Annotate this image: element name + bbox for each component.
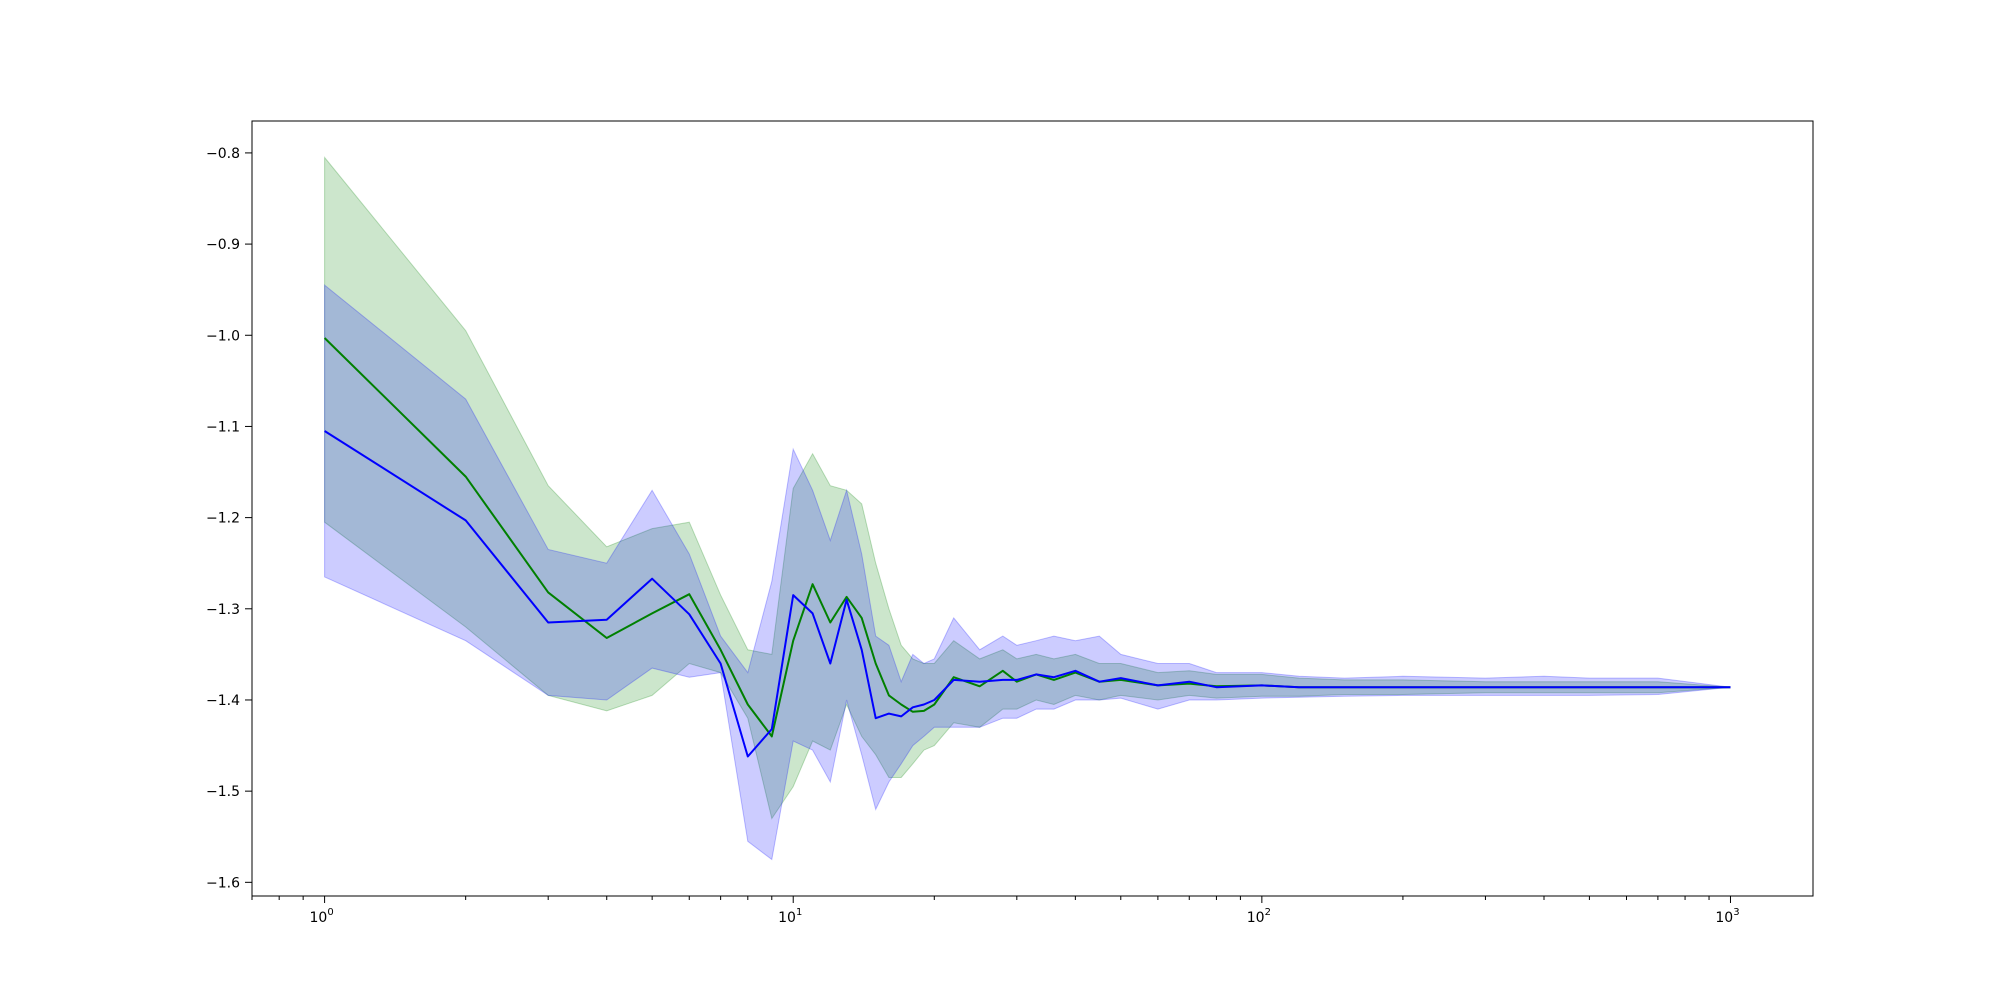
y-axis: −0.8 −0.9 −1.0 −1.1 −1.2 −1.3 −1.4 −1.5 −1.6: [206, 146, 252, 891]
y-tick-label: −1.5: [206, 784, 240, 800]
y-tick-label: −1.6: [206, 875, 240, 891]
x-tick-label: 102: [1247, 907, 1271, 926]
y-tick-label: −1.0: [206, 328, 240, 344]
y-tick-label: −1.3: [206, 602, 240, 618]
series-2-band: [324, 284, 1731, 861]
x-tick-label: 101: [778, 907, 802, 926]
y-tick-label: −1.4: [206, 693, 240, 709]
plot-frame: [251, 120, 1814, 897]
y-tick-label: −0.9: [206, 237, 240, 253]
series-2-line: [324, 430, 1731, 758]
x-tick-label: 100: [309, 907, 333, 926]
series-1-band: [324, 156, 1731, 820]
y-tick-label: −1.2: [206, 511, 240, 527]
x-axis: 100 101 102 103: [251, 896, 1740, 926]
y-tick-label: −0.8: [206, 146, 240, 162]
series-lines: [323, 337, 1731, 758]
y-tick-label: −1.1: [206, 419, 240, 435]
confidence-bands: [324, 156, 1731, 861]
x-tick-label: 103: [1715, 907, 1739, 926]
